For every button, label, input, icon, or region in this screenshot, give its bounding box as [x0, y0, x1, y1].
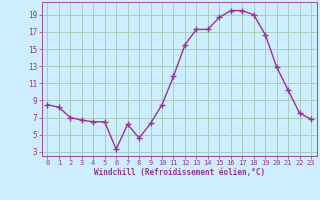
X-axis label: Windchill (Refroidissement éolien,°C): Windchill (Refroidissement éolien,°C): [94, 168, 265, 177]
